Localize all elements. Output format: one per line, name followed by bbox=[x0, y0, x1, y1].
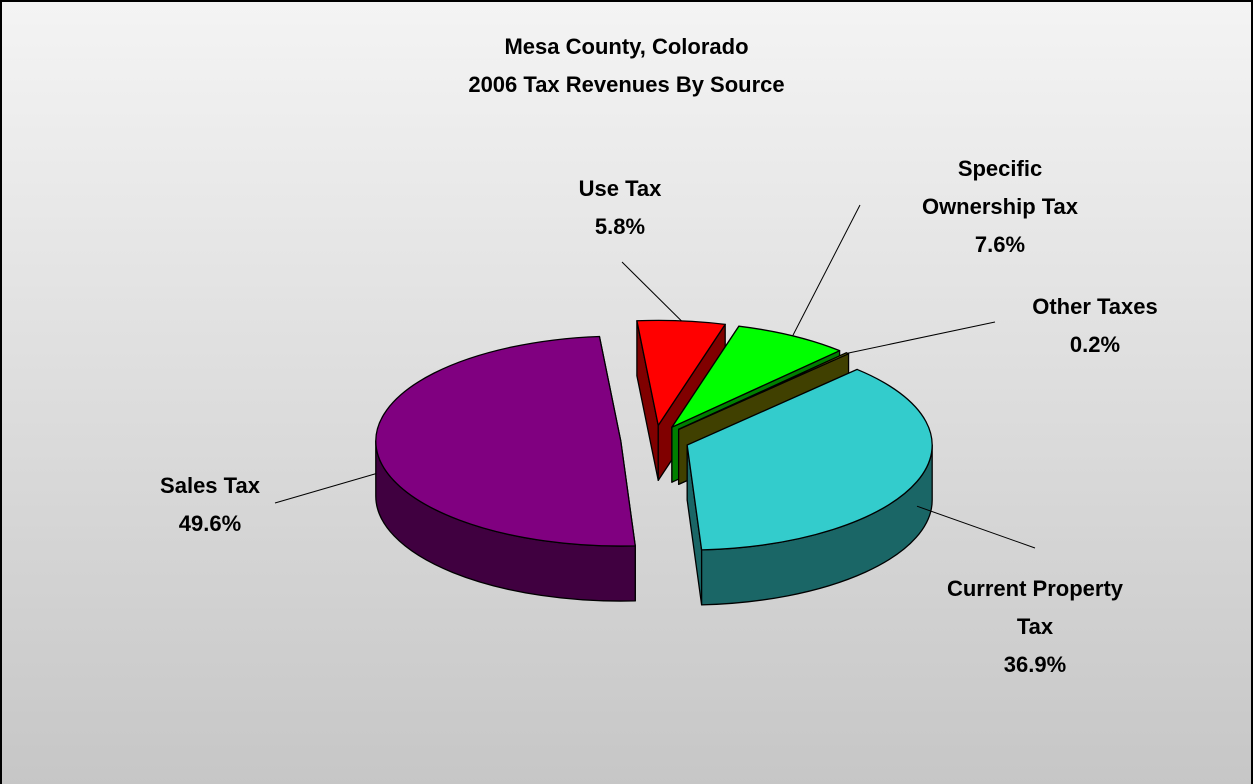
value-label: 7.6% bbox=[974, 232, 1026, 257]
slice bbox=[636, 319, 726, 427]
category-label: Other Taxes bbox=[1032, 294, 1158, 319]
chart-subtitle: 2006 Tax Revenues By Source bbox=[468, 72, 785, 97]
category-label: Current Property Tax bbox=[946, 576, 1124, 639]
slice bbox=[375, 335, 636, 547]
leader-line bbox=[274, 473, 377, 504]
leader-line bbox=[847, 321, 996, 354]
data-label: Sales Tax 49.6% bbox=[135, 467, 285, 543]
leader-line bbox=[621, 261, 682, 322]
data-label: Other Taxes 0.2% bbox=[995, 288, 1195, 364]
chart-title: Mesa County, Colorado bbox=[504, 34, 749, 59]
value-label: 5.8% bbox=[594, 214, 646, 239]
data-label: Specific Ownership Tax 7.6% bbox=[905, 150, 1095, 264]
slice bbox=[671, 325, 841, 428]
data-label: Current Property Tax 36.9% bbox=[935, 570, 1135, 684]
slice bbox=[677, 352, 850, 430]
pie bbox=[375, 319, 933, 606]
category-label: Specific Ownership Tax bbox=[921, 156, 1079, 219]
value-label: 49.6% bbox=[178, 511, 242, 536]
leader-line bbox=[916, 505, 1036, 549]
slice bbox=[686, 368, 933, 551]
category-label: Sales Tax bbox=[160, 473, 260, 498]
leader-line bbox=[792, 204, 861, 337]
data-label: Use Tax 5.8% bbox=[545, 170, 695, 246]
value-label: 0.2% bbox=[1069, 332, 1121, 357]
category-label: Use Tax bbox=[578, 176, 662, 201]
value-label: 36.9% bbox=[1003, 652, 1067, 677]
